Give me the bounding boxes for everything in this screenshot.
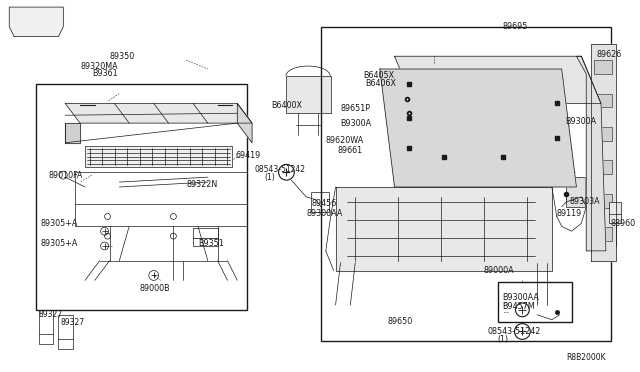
Bar [75, 172, 247, 226]
Text: 89456: 89456 [311, 199, 336, 208]
Text: 89119: 89119 [557, 209, 582, 218]
Text: 89303A: 89303A [570, 197, 600, 206]
Text: 69419: 69419 [236, 151, 260, 160]
Bar [44, 12, 56, 22]
Bar [498, 282, 572, 322]
Text: 89322N: 89322N [186, 180, 218, 189]
Text: B6406X: B6406X [365, 79, 396, 88]
Bar [566, 177, 585, 206]
Text: B9300AA: B9300AA [502, 292, 540, 302]
Bar [609, 202, 621, 223]
Text: 88960: 88960 [611, 219, 636, 228]
Bar [39, 310, 54, 344]
Text: B9300A: B9300A [340, 119, 372, 128]
Bar [594, 160, 612, 174]
Bar [591, 56, 606, 251]
Text: 89305+A: 89305+A [41, 219, 78, 228]
Text: R8B2000K: R8B2000K [566, 353, 606, 362]
Text: 89695: 89695 [502, 22, 528, 31]
Text: 89300AA: 89300AA [306, 209, 342, 218]
Text: 89350: 89350 [109, 52, 135, 61]
Text: 89320MA: 89320MA [80, 62, 118, 71]
Polygon shape [577, 56, 606, 251]
Text: B9351: B9351 [198, 238, 224, 247]
Bar [58, 315, 73, 349]
Bar [29, 12, 41, 22]
Bar [193, 228, 218, 246]
Text: 89650: 89650 [388, 317, 413, 326]
Bar [594, 127, 612, 141]
Bar [594, 94, 612, 108]
Text: B9361: B9361 [92, 70, 118, 78]
Bar [287, 76, 331, 113]
Text: 89661: 89661 [337, 146, 363, 155]
Text: 89620WA: 89620WA [326, 136, 364, 145]
Text: B9300A: B9300A [566, 117, 596, 126]
Text: 89010FA: 89010FA [49, 171, 83, 180]
Polygon shape [65, 123, 80, 143]
Bar [321, 27, 611, 341]
Text: B9457M: B9457M [502, 302, 536, 311]
Polygon shape [380, 69, 577, 187]
Polygon shape [237, 103, 252, 143]
Polygon shape [335, 187, 552, 270]
Bar [346, 194, 537, 263]
Bar [36, 84, 247, 310]
Polygon shape [9, 7, 63, 36]
Text: 08543-51242: 08543-51242 [488, 327, 541, 336]
Bar [594, 60, 612, 74]
Text: 89000B: 89000B [139, 284, 170, 293]
Text: B6400X: B6400X [272, 101, 303, 110]
Text: (1): (1) [265, 173, 276, 182]
Bar [85, 146, 232, 167]
Bar [44, 23, 56, 31]
Bar [311, 192, 329, 212]
Bar [29, 23, 41, 31]
Polygon shape [591, 44, 616, 261]
Bar [14, 12, 26, 22]
Text: 08543-51242: 08543-51242 [255, 165, 306, 174]
Text: (1): (1) [498, 335, 509, 344]
Bar [594, 194, 612, 208]
Bar [594, 227, 612, 241]
Polygon shape [395, 56, 601, 103]
Text: B6405X: B6405X [363, 71, 394, 80]
Text: 89000A: 89000A [483, 266, 514, 275]
Text: 89305+A: 89305+A [41, 238, 78, 247]
Text: 89327: 89327 [39, 310, 63, 319]
Text: 89626: 89626 [596, 50, 621, 59]
Polygon shape [65, 103, 252, 123]
Text: 89327: 89327 [60, 318, 84, 327]
Bar [14, 23, 26, 31]
Text: 89651P: 89651P [340, 104, 371, 113]
